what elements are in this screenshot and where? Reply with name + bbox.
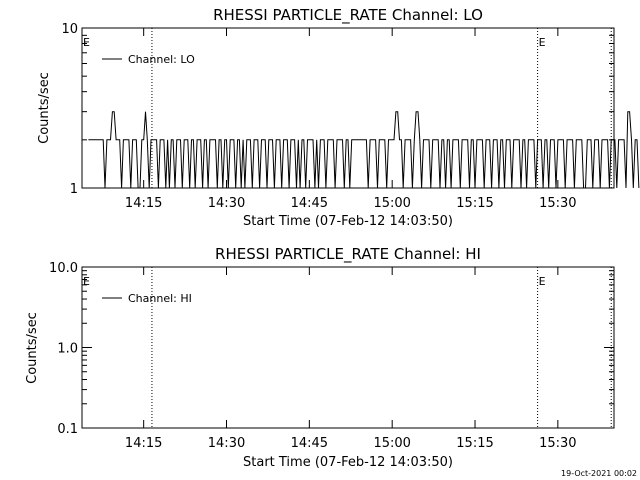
series-line-lo [88,111,640,189]
legend-label-hi: Channel: HI [128,292,192,305]
legend-label-lo: Channel: LO [128,53,195,66]
time-marker-label: E [539,275,546,288]
y-tick-label: 10.0 [49,261,78,276]
y-axis-label-hi: Counts/sec [25,312,40,384]
x-ticks-lo: 14:15 14:30 14:45 15:00 15:15 15:30 [125,28,577,211]
chart-title-hi: RHESSI PARTICLE_RATE Channel: HI [215,245,481,264]
x-tick-label: 15:00 [373,196,410,211]
plot-frame-lo [81,27,615,189]
chart-title-lo: RHESSI PARTICLE_RATE Channel: LO [213,6,483,25]
x-tick-label: 14:30 [208,196,245,211]
x-tick-label: 15:15 [456,196,493,211]
x-tick-label: 14:45 [291,436,328,451]
y-tick-label: 10 [61,22,78,37]
x-tick-label: 15:00 [373,436,410,451]
x-ticks-hi: 14:15 14:30 14:45 15:00 15:15 15:30 [125,267,577,451]
time-marker-label: E [83,275,90,288]
y-tick-label: 1 [70,182,78,197]
time-marker-label: E [83,36,90,49]
x-tick-label: 14:15 [125,436,162,451]
x-tick-label: 15:30 [539,436,576,451]
x-tick-label: 15:30 [539,196,576,211]
x-tick-label: 14:45 [291,196,328,211]
y-ticks-hi: 0.1 1.0 10.0 [49,261,614,437]
x-tick-label: 15:15 [456,436,493,451]
y-ticks-lo: 1 10 [61,22,614,197]
x-tick-label: 14:30 [208,436,245,451]
x-tick-label: 14:15 [125,196,162,211]
x-axis-label-lo: Start Time (07-Feb-12 14:03:50) [243,214,453,229]
x-axis-label-hi: Start Time (07-Feb-12 14:03:50) [243,455,453,470]
y-tick-label: 1.0 [57,342,78,357]
time-marker-label: E [539,36,546,49]
y-axis-label-lo: Counts/sec [37,72,52,144]
generation-timestamp: 19-Oct-2021 00:02 [561,469,637,478]
y-tick-label: 0.1 [57,422,78,437]
